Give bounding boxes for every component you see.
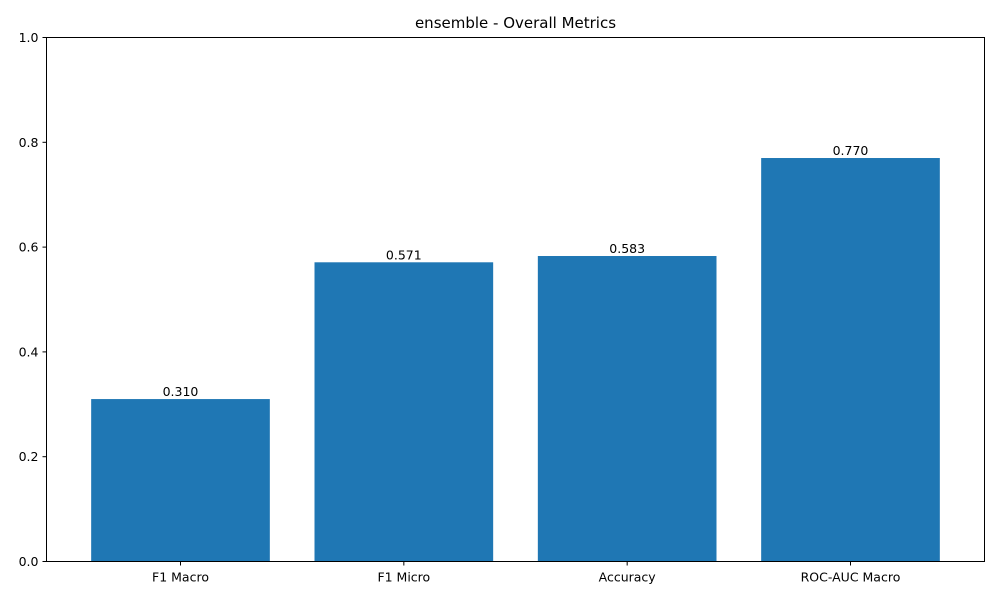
- y-axis: 0.0 0.2 0.4 0.6 0.8 1.0: [19, 30, 47, 569]
- bar-value-label: 0.310: [163, 384, 199, 399]
- y-tick-label: 0.2: [19, 449, 39, 464]
- bar-value-label: 0.770: [833, 143, 869, 158]
- y-tick-label: 0.8: [19, 135, 39, 150]
- bar-accuracy: [537, 256, 717, 562]
- y-tick-label: 0.0: [19, 554, 39, 569]
- y-tick-label: 1.0: [19, 30, 39, 45]
- y-tick-label: 0.6: [19, 240, 39, 255]
- bar-value-label: 0.583: [609, 241, 645, 256]
- x-tick-label: F1 Micro: [377, 570, 430, 585]
- bar-f1-macro: [91, 399, 270, 562]
- y-tick-label: 0.4: [19, 344, 39, 359]
- x-axis: F1 Macro F1 Micro Accuracy ROC-AUC Macro: [152, 561, 901, 585]
- value-labels-layer: 0.310 0.571 0.583 0.770: [163, 143, 869, 399]
- bar-f1-micro: [314, 262, 494, 562]
- x-tick-label: ROC-AUC Macro: [801, 570, 901, 585]
- bar-roc-auc-macro: [761, 158, 940, 562]
- bar-value-label: 0.571: [386, 247, 422, 262]
- x-tick-label: F1 Macro: [152, 570, 209, 585]
- plot-frame: [46, 37, 985, 562]
- bars-layer: [91, 158, 940, 562]
- chart-title: ensemble - Overall Metrics: [415, 14, 616, 32]
- x-tick-label: Accuracy: [599, 570, 657, 585]
